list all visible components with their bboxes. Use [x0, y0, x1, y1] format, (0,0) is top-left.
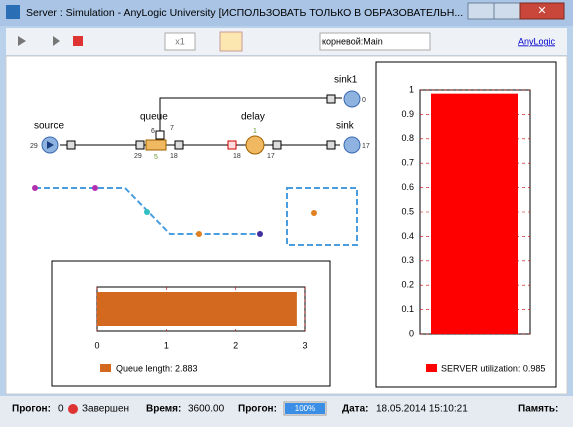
queue-label: queue — [140, 112, 168, 123]
queue-top-left: 6 — [151, 128, 155, 135]
y-tick-label: 0.8 — [401, 133, 414, 143]
source-icon — [47, 141, 54, 149]
y-tick-label: 0.4 — [401, 231, 414, 241]
run: 0 — [58, 404, 64, 415]
port — [326, 140, 336, 150]
memory-label: Память: — [518, 404, 558, 415]
legend-text: SERVER utilization: 0.985 — [441, 363, 545, 373]
path-point — [196, 231, 202, 237]
legend-swatch — [426, 364, 437, 372]
queue-block[interactable] — [145, 139, 167, 151]
run-label: Прогон: — [12, 404, 51, 415]
sink-block[interactable] — [343, 136, 361, 154]
step-button[interactable] — [53, 36, 60, 46]
x-tick-label: 2 — [233, 340, 238, 350]
x-tick-label: 0 — [94, 340, 99, 350]
bar — [97, 292, 297, 326]
fast-button[interactable] — [219, 31, 243, 52]
port — [155, 130, 165, 140]
window-title: Server : Simulation - AnyLogic Universit… — [26, 7, 463, 19]
sink1-block[interactable] — [343, 90, 361, 108]
speed-box[interactable] — [164, 32, 196, 51]
stop-icon — [68, 404, 78, 414]
agent — [311, 210, 317, 216]
brand-link[interactable]: AnyLogic — [518, 36, 556, 46]
source-out: 29 — [30, 143, 38, 150]
root-select[interactable] — [319, 32, 431, 51]
close[interactable] — [519, 2, 565, 20]
state: Завершен — [82, 404, 129, 415]
delay-in: 18 — [233, 153, 241, 160]
area — [286, 187, 358, 246]
port — [326, 94, 336, 104]
sink-label: sink — [336, 121, 355, 132]
y-tick-label: 0.6 — [401, 182, 414, 192]
maximize[interactable] — [493, 2, 521, 20]
y-tick-label: 0.1 — [401, 304, 414, 314]
connector — [159, 97, 342, 132]
path-point — [92, 185, 98, 191]
speed: x1 — [175, 36, 185, 46]
bar — [431, 93, 518, 334]
y-tick-label: 0.9 — [401, 109, 414, 119]
sink-count: 17 — [362, 143, 370, 150]
port — [135, 140, 145, 150]
minimize[interactable] — [467, 2, 495, 20]
legend-text: Queue length: 2.883 — [116, 363, 198, 373]
progress-fill — [285, 403, 325, 414]
y-tick-label: 0.2 — [401, 280, 414, 290]
y-tick-label: 0.5 — [401, 206, 414, 216]
charts: 0 1 2 3 Queue length: 2.883 0 0.1 0.2 0.3 0.4 0.5 0… — [94, 84, 545, 373]
y-tick-label: 0.7 — [401, 158, 414, 168]
delay-block[interactable] — [245, 135, 265, 155]
x-tick-label: 1 — [164, 340, 169, 350]
progress-text: 100% — [295, 404, 315, 413]
queue-size: 5 — [154, 154, 158, 161]
model: source 29 queue 29 5 18 6 7 delay 1 18 1… — [30, 75, 370, 246]
toolbar — [6, 28, 567, 55]
queue-top-right: 7 — [170, 125, 174, 132]
app-icon — [6, 5, 20, 19]
time: 3600.00 — [188, 404, 225, 415]
sink1-count: 0 — [362, 97, 366, 104]
delay-size: 1 — [253, 128, 257, 135]
progress-label: Прогон: — [238, 404, 277, 415]
close-x: ✕ — [537, 5, 546, 17]
stop-button[interactable] — [73, 36, 83, 46]
legend-swatch — [100, 364, 111, 372]
path-point — [32, 185, 38, 191]
port — [174, 140, 184, 150]
date: 18.05.2014 15:10:21 — [376, 404, 468, 415]
run-button[interactable] — [18, 36, 26, 46]
sink1-label: sink1 — [334, 75, 358, 86]
y-tick-label: 1 — [409, 84, 414, 94]
y-tick-label: 0 — [409, 328, 414, 338]
port — [272, 140, 282, 150]
y-tick-label: 0.3 — [401, 255, 414, 265]
path-point — [144, 209, 150, 215]
delay-label: delay — [241, 112, 265, 123]
path-point — [257, 231, 263, 237]
queue-in: 29 — [134, 153, 142, 160]
source-label: source — [34, 121, 64, 132]
progress: 100% — [285, 403, 325, 414]
port — [66, 140, 76, 150]
delay-out: 17 — [267, 153, 275, 160]
date-label: Дата: — [342, 404, 368, 415]
queue-out: 18 — [170, 153, 178, 160]
x-tick-label: 3 — [302, 340, 307, 350]
time-label: Время: — [146, 404, 181, 415]
port — [227, 140, 237, 150]
root: корневой:Main — [322, 36, 383, 46]
